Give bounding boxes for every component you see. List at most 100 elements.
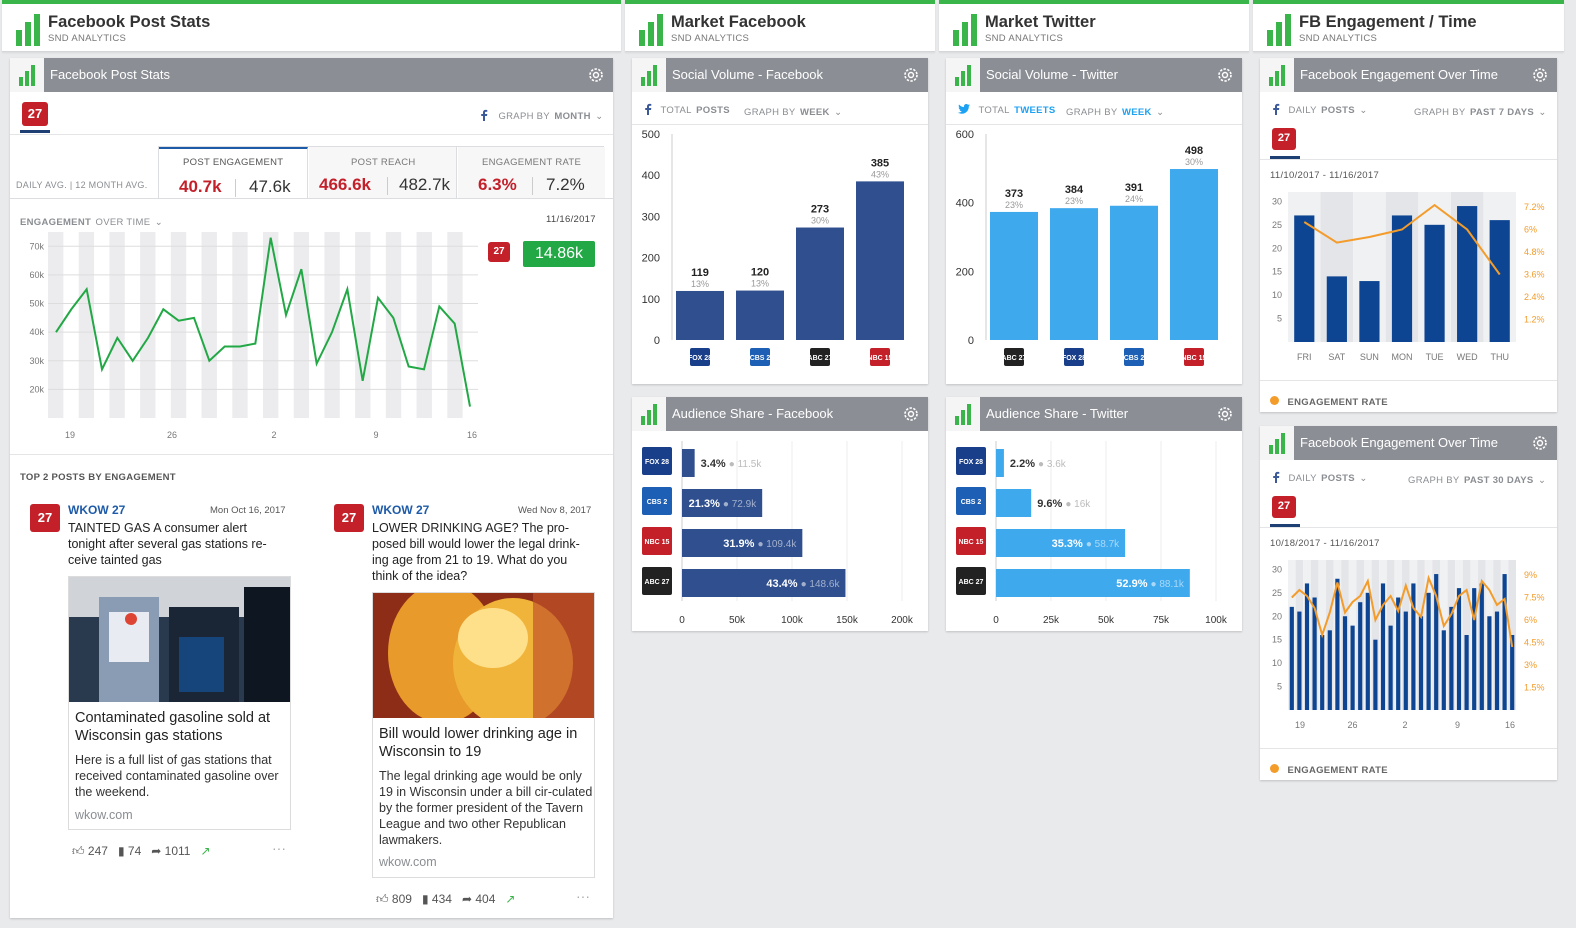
station-logo: ABC 27 <box>642 567 672 595</box>
x-tick-label: 16 <box>467 430 477 440</box>
station-logo: NBC 15 <box>1182 348 1207 366</box>
beer-glasses-image <box>373 593 594 718</box>
engagement-line <box>55 237 471 407</box>
bars-logo-icon <box>953 14 977 46</box>
daily-selector[interactable]: DAILY POSTS ⌄ <box>1272 100 1368 118</box>
external-link-icon[interactable]: ↗ <box>505 892 516 906</box>
kpi-post-engagement[interactable]: POST ENGAGEMENT 40.7k 47.6k <box>159 147 308 199</box>
station-logo-wkow[interactable]: 27 <box>22 102 48 126</box>
x-tick-label: 0 <box>993 615 999 626</box>
y-tick-label: 25 <box>1272 220 1282 230</box>
legend-engagement-rate[interactable]: ENGAGEMENT RATE <box>1270 392 1388 410</box>
external-link-icon[interactable]: ↗ <box>200 844 211 858</box>
bar <box>996 569 1190 597</box>
y-tick-label: 20k <box>29 384 44 394</box>
daily-selector[interactable]: DAILY POSTS ⌄ <box>1272 468 1368 486</box>
facebook-icon <box>1273 103 1280 115</box>
gear-icon[interactable] <box>1531 66 1549 84</box>
more-options-icon[interactable]: ··· <box>576 888 590 904</box>
bar <box>1449 606 1454 710</box>
grid-stripe <box>263 232 279 418</box>
y-tick-label: 5 <box>1277 682 1282 692</box>
bar <box>1365 592 1370 710</box>
thumbs-up-icon: 👍︎ <box>376 892 389 906</box>
bar <box>682 569 846 597</box>
bar <box>1170 169 1218 340</box>
card-title: Facebook Engagement Over Time <box>1300 67 1498 82</box>
bar <box>1110 205 1158 340</box>
station-logo-text: FOX 28 <box>645 459 669 466</box>
graph-by-control[interactable]: GRAPH BY MONTH ⌄ <box>480 106 603 124</box>
post-author[interactable]: WKOW 27 <box>68 503 126 517</box>
x-tick-label: 50k <box>729 615 746 626</box>
station-logo: FOX 28 <box>642 447 672 475</box>
bars-logo-icon <box>16 14 40 46</box>
x-tick-label: 50k <box>1098 615 1115 626</box>
bar <box>996 529 1126 557</box>
post-author[interactable]: WKOW 27 <box>372 503 430 517</box>
gear-icon[interactable] <box>1216 405 1234 423</box>
y2-tick-label: 2.4% <box>1524 292 1545 302</box>
station-logo-box <box>1064 348 1084 366</box>
bar <box>990 211 1038 340</box>
gear-icon[interactable] <box>587 66 605 84</box>
station-logo-text: ABC 27 <box>1002 355 1027 362</box>
bar <box>796 227 844 340</box>
kpi-post-reach[interactable]: POST REACH 466.6k 482.7k <box>309 147 457 199</box>
column-title: Market Facebook <box>671 13 806 31</box>
card-header: Social Volume - Twitter <box>946 58 1242 92</box>
daily-avg-label: DAILY AVG. | 12 MONTH AVG. <box>16 180 148 190</box>
station-logo-text: NBC 15 <box>959 539 984 546</box>
y-tick-label: 15 <box>1272 267 1282 277</box>
station-logo-text: CBS 2 <box>1124 355 1145 362</box>
gear-icon[interactable] <box>1531 434 1549 452</box>
y-tick-label: 400 <box>642 170 660 182</box>
station-logo-text: CBS 2 <box>647 499 668 506</box>
engagement-metric-selector[interactable]: ENGAGEMENT OVER TIME ⌄ <box>20 217 164 228</box>
facebook-icon <box>1273 471 1280 483</box>
column-fb-engagement-time: FB Engagement / Time SND ANALYTICS Faceb… <box>1253 0 1564 928</box>
bar <box>1411 583 1416 710</box>
more-options-icon[interactable]: ··· <box>272 840 286 856</box>
bar <box>1350 625 1355 710</box>
chevron-down-icon: ⌄ <box>834 107 843 118</box>
graph-by-control[interactable]: GRAPH BY WEEK ⌄ <box>744 107 843 118</box>
legend-engagement-rate[interactable]: ENGAGEMENT RATE <box>1270 760 1388 778</box>
column-subtitle: SND ANALYTICS <box>985 33 1064 44</box>
bar-value-label: 384 <box>1065 184 1084 196</box>
bar <box>1391 215 1413 342</box>
bar <box>1312 597 1317 710</box>
x-tick-label: 19 <box>65 430 75 440</box>
x-tick-label: SUN <box>1360 352 1379 362</box>
column-header: Facebook Post Stats SND ANALYTICS <box>2 0 621 52</box>
y-tick-label: 20 <box>1272 611 1282 621</box>
y-tick-label: 30 <box>1272 564 1282 574</box>
y-tick-label: 30k <box>29 356 44 366</box>
gear-icon[interactable] <box>902 66 920 84</box>
kpi-engagement-rate[interactable]: ENGAGEMENT RATE 6.3% 7.2% <box>458 147 605 199</box>
current-value-badge: 14.86k <box>523 241 595 267</box>
gear-icon[interactable] <box>902 405 920 423</box>
gear-icon[interactable] <box>1216 66 1234 84</box>
station-logo-wkow[interactable]: 27 <box>1272 128 1296 150</box>
graph-by-control[interactable]: GRAPH BY PAST 7 DAYS ⌄ <box>1414 107 1547 118</box>
post-link-card[interactable]: Contaminated gasoline sold at Wisconsin … <box>68 576 291 830</box>
graph-by-control[interactable]: GRAPH BY WEEK ⌄ <box>1066 107 1165 118</box>
post-link-card[interactable]: Bill would lower drinking age in Wiscons… <box>372 592 595 878</box>
graph-by-control[interactable]: GRAPH BY PAST 30 DAYS ⌄ <box>1408 475 1547 486</box>
station-logo: NBC 15 <box>868 348 893 366</box>
y-tick-label: 0 <box>968 335 974 347</box>
twitter-bird-icon <box>958 103 970 114</box>
bar <box>996 449 1004 477</box>
column-header: Market Twitter SND ANALYTICS <box>939 0 1249 52</box>
total-selector[interactable]: TOTAL TWEETS <box>958 100 1056 118</box>
station-logo-text: ABC 27 <box>808 355 833 362</box>
bar <box>682 489 763 517</box>
y-tick-label: 70k <box>29 241 44 251</box>
column-subtitle: SND ANALYTICS <box>48 33 127 44</box>
bars-logo-icon <box>1269 433 1285 454</box>
station-logo-wkow[interactable]: 27 <box>1272 496 1296 518</box>
total-selector[interactable]: TOTAL POSTS <box>644 100 730 118</box>
y-tick-label: 50k <box>29 299 44 309</box>
post-card: 27 WKOW 27 Wed Nov 8, 2017 LOWER DRINKIN… <box>334 500 596 908</box>
